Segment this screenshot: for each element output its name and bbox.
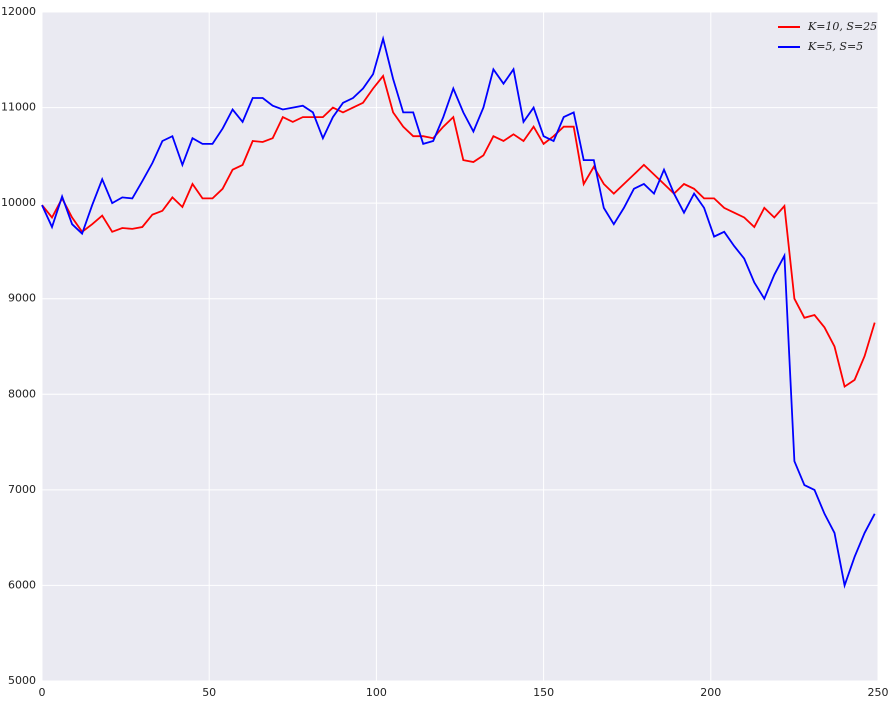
y-tick-label: 9000 — [8, 292, 36, 305]
x-tick-label: 100 — [366, 686, 387, 699]
y-tick-label: 12000 — [1, 5, 36, 18]
y-tick-label: 10000 — [1, 196, 36, 209]
x-tick-label: 250 — [868, 686, 889, 699]
legend-label: K=5, S=5 — [807, 40, 863, 53]
x-tick-label: 200 — [700, 686, 721, 699]
legend-label: K=10, S=25 — [807, 20, 877, 33]
y-tick-label: 7000 — [8, 483, 36, 496]
x-tick-label: 150 — [533, 686, 554, 699]
y-tick-label: 6000 — [8, 578, 36, 591]
plot-area — [42, 12, 878, 681]
x-tick-label: 50 — [202, 686, 216, 699]
y-tick-label: 8000 — [8, 387, 36, 400]
x-tick-label: 0 — [39, 686, 46, 699]
series-line — [41, 74, 876, 389]
y-tick-label: 11000 — [1, 101, 36, 114]
y-tick-label: 5000 — [8, 674, 36, 687]
series-line — [41, 35, 876, 589]
